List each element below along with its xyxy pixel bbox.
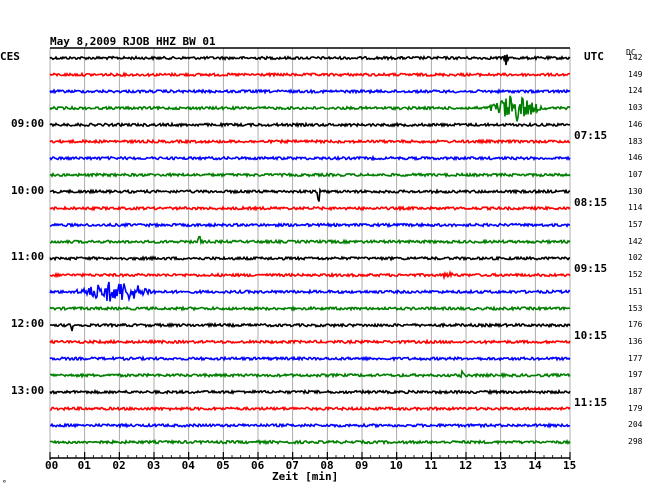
- dc-value: 204: [628, 420, 643, 430]
- dc-value: 136: [628, 336, 643, 346]
- trace-row-18: [49, 355, 571, 362]
- left-timezone-label: CES: [0, 50, 20, 63]
- trace-row-1: [49, 71, 571, 78]
- dc-value: 124: [628, 86, 643, 96]
- dc-value: 142: [628, 53, 643, 62]
- trace-row-14: [49, 281, 571, 303]
- dc-value: 176: [628, 320, 643, 330]
- dc-value: 142: [628, 236, 643, 246]
- dc-value: 146: [628, 153, 643, 163]
- dc-value: 149: [628, 69, 643, 79]
- left-hour-label: 13:00: [11, 384, 45, 397]
- trace-row-0: [49, 54, 571, 66]
- dc-label: DC: [626, 48, 636, 57]
- trace-row-22: [49, 422, 571, 429]
- dc-value: 152: [628, 270, 643, 280]
- dc-value: 179: [628, 403, 643, 413]
- dc-value: 177: [628, 353, 643, 363]
- chart-title: May 8,2009 RJOB HHZ BW 01: [50, 35, 216, 48]
- trace-row-21: [49, 405, 571, 412]
- x-tick-label: 10: [389, 459, 403, 472]
- trace-row-8: [49, 187, 571, 202]
- right-hour-label: 09:15: [574, 262, 608, 276]
- trace-row-7: [49, 171, 571, 179]
- trace-row-5: [49, 138, 571, 145]
- trace-row-11: [49, 235, 571, 246]
- x-tick-label: 04: [181, 459, 195, 472]
- dc-value: 114: [628, 203, 643, 213]
- right-hour-label: 10:15: [574, 329, 608, 343]
- dc-value: 102: [628, 253, 643, 263]
- dc-value: 187: [628, 387, 643, 396]
- right-timezone-label: UTC: [584, 50, 604, 63]
- x-tick-label: 14: [528, 459, 542, 472]
- dc-value: 107: [628, 169, 643, 179]
- x-tick-label: 13: [493, 459, 507, 472]
- x-tick-label: 11: [424, 459, 438, 472]
- x-tick-label: 03: [147, 459, 161, 472]
- right-hour-label: 11:15: [574, 396, 608, 409]
- corner-mark-icon: °: [2, 479, 7, 488]
- x-tick-label: 02: [112, 459, 126, 472]
- left-hour-label: 10:00: [11, 183, 45, 197]
- x-tick-label: 08: [320, 459, 334, 472]
- right-hour-label: 08:15: [574, 195, 608, 209]
- trace-row-6: [49, 154, 571, 162]
- dc-value: 130: [628, 186, 643, 196]
- x-tick-label: 07: [285, 459, 299, 472]
- x-tick-label: 00: [45, 459, 59, 472]
- x-tick-label: 09: [355, 459, 369, 472]
- x-tick-label: 12: [459, 459, 473, 472]
- dc-value: 183: [628, 136, 643, 146]
- left-hour-label: 12:00: [11, 317, 45, 331]
- trace-row-10: [50, 221, 570, 229]
- dc-value: 197: [628, 370, 643, 380]
- trace-row-2: [49, 88, 571, 95]
- dc-value: 151: [628, 286, 643, 296]
- dc-value: 298: [628, 437, 643, 447]
- left-hour-label: 11:00: [11, 250, 45, 264]
- trace-row-20: [49, 388, 571, 396]
- trace-row-3: [49, 95, 571, 122]
- x-tick-label: 05: [216, 459, 230, 472]
- dc-value: 146: [628, 119, 643, 129]
- trace-row-16: [49, 322, 571, 332]
- dc-value: 153: [628, 303, 643, 313]
- dc-value: 103: [628, 103, 643, 113]
- trace-row-23: [49, 438, 571, 446]
- dc-value: 157: [628, 220, 643, 229]
- right-hour-label: 07:15: [574, 128, 608, 142]
- trace-row-19: [49, 368, 571, 379]
- trace-row-4: [49, 121, 571, 129]
- x-axis-label: Zeit [min]: [272, 470, 339, 483]
- trace-row-17: [49, 338, 571, 346]
- trace-row-9: [49, 204, 571, 212]
- left-hour-label: 09:00: [11, 116, 45, 130]
- trace-row-15: [49, 305, 571, 312]
- trace-row-12: [49, 255, 571, 262]
- trace-row-13: [49, 270, 571, 281]
- x-tick-label: 06: [251, 459, 265, 472]
- x-tick-label: 01: [77, 459, 91, 472]
- x-tick-label: 15: [563, 459, 577, 472]
